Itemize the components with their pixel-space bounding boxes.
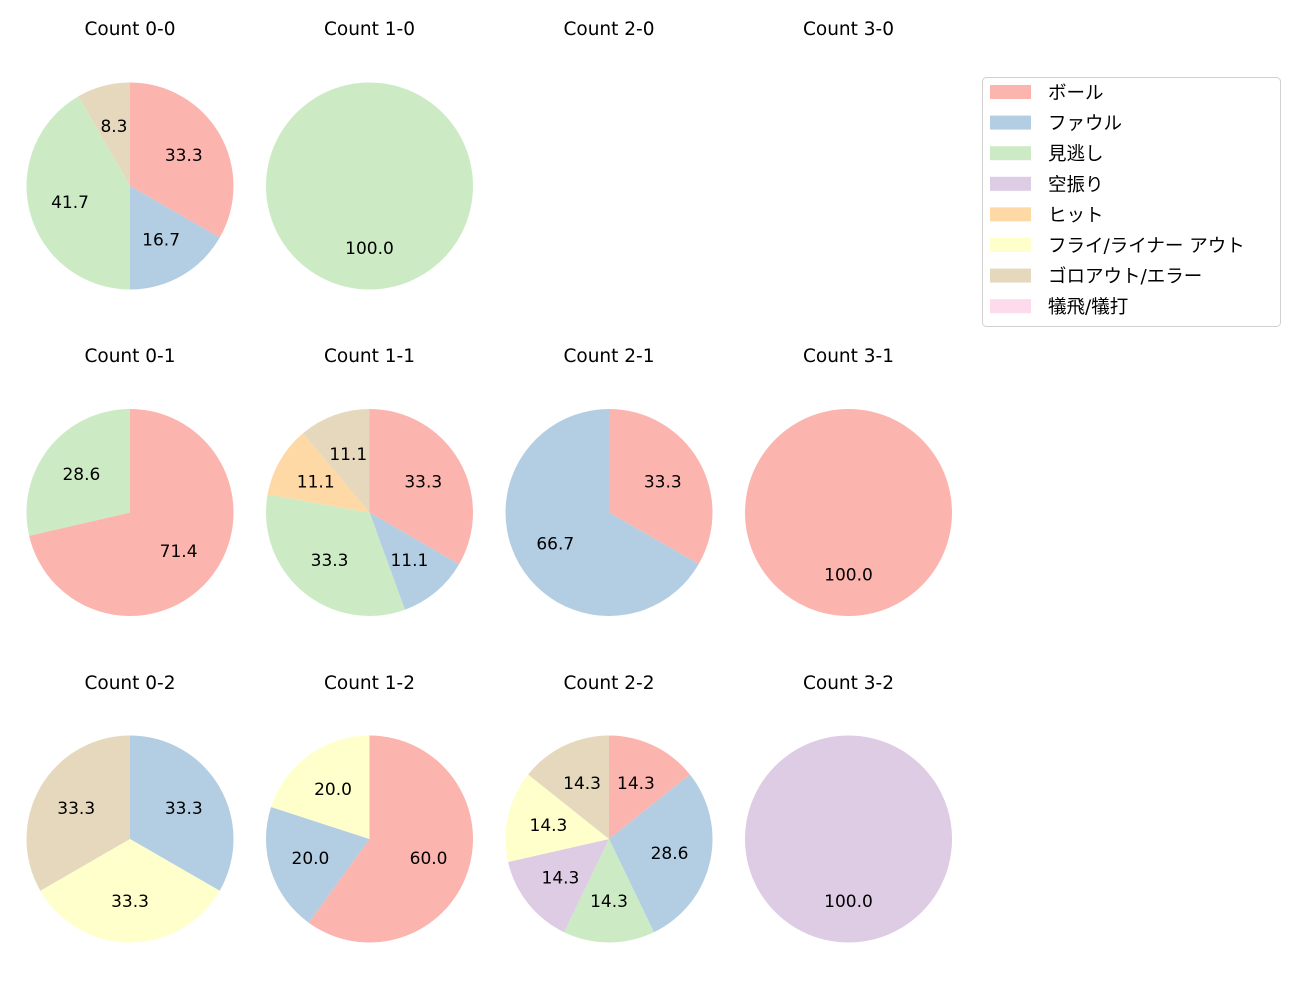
pie-slice-label: 33.3 bbox=[165, 799, 203, 819]
pie-slice bbox=[369, 512, 460, 610]
pie-slice bbox=[266, 494, 405, 616]
legend-frame bbox=[982, 77, 1281, 327]
pie-slice bbox=[745, 409, 952, 616]
legend-label: フライ/ライナー アウト bbox=[1048, 236, 1245, 257]
pie-slice bbox=[508, 839, 609, 933]
legend-label: ゴロアウト/エラー bbox=[1048, 267, 1202, 288]
legend-label: 犠飛/犠打 bbox=[1048, 297, 1128, 318]
legend-swatch bbox=[990, 268, 1031, 283]
pie-slice bbox=[302, 409, 370, 513]
pie-title: Count 0-0 bbox=[84, 19, 175, 40]
pie-slice-label: 16.7 bbox=[142, 231, 180, 251]
pie-slice-label: 71.4 bbox=[160, 542, 198, 562]
pie-count-1-0: Count 1-0 100.0 bbox=[266, 19, 473, 290]
pie-slice-label: 33.3 bbox=[57, 799, 95, 819]
pie-count-3-0: Count 3-0 bbox=[803, 19, 894, 40]
pie-slice bbox=[609, 774, 713, 933]
pie-count-2-0: Count 2-0 bbox=[563, 19, 654, 40]
pie-slice bbox=[130, 82, 234, 238]
pie-slice bbox=[29, 409, 234, 616]
pie-slice-label: 60.0 bbox=[410, 849, 448, 869]
pie-slice-label: 28.6 bbox=[651, 844, 689, 864]
pie-count-3-1: Count 3-1 100.0 bbox=[745, 346, 952, 616]
pie-slice-label: 11.1 bbox=[297, 472, 335, 492]
pie-slice bbox=[40, 839, 220, 943]
pie-slice bbox=[266, 82, 473, 290]
pie-slice bbox=[609, 735, 690, 839]
pie-slice-label: 14.3 bbox=[563, 774, 601, 794]
pie-count-0-2: Count 0-2 33.3 33.3 33.3 bbox=[26, 673, 234, 943]
pie-title: Count 2-2 bbox=[563, 673, 654, 694]
pie-slice-label: 14.3 bbox=[590, 892, 628, 912]
pie-title: Count 0-1 bbox=[84, 346, 175, 367]
pie-slice-label: 8.3 bbox=[100, 117, 127, 137]
legend-label: ヒット bbox=[1048, 205, 1104, 226]
legend-label: 見逃し bbox=[1048, 144, 1104, 165]
pie-count-1-2: Count 1-2 60.0 20.0 20.0 bbox=[265, 673, 473, 943]
legend-swatch bbox=[990, 238, 1031, 252]
legend-label: ファウル bbox=[1048, 114, 1122, 135]
pie-slice-label: 14.3 bbox=[617, 774, 655, 794]
pie-slice-label: 41.7 bbox=[51, 193, 89, 213]
pie-slice bbox=[78, 82, 130, 186]
legend-swatch bbox=[990, 299, 1031, 314]
pie-title: Count 3-0 bbox=[803, 19, 894, 40]
pie-slice bbox=[369, 409, 473, 565]
pie-slice bbox=[267, 433, 370, 513]
pie-slice bbox=[528, 735, 609, 839]
legend-label: 空振り bbox=[1048, 175, 1104, 196]
pie-count-3-2: Count 3-2 100.0 bbox=[745, 673, 952, 943]
pie-count-1-1: Count 1-1 33.3 11.1 33.3 11.1 11.1 bbox=[266, 346, 473, 616]
pie-count-0-1: Count 0-1 71.4 28.6 bbox=[26, 346, 234, 616]
pie-title: Count 0-2 bbox=[84, 673, 175, 694]
pie-slice bbox=[26, 735, 131, 891]
pie-slice-label: 33.3 bbox=[404, 472, 442, 492]
pie-slice bbox=[26, 96, 130, 290]
pie-slice-label: 14.3 bbox=[542, 869, 580, 889]
pie-slice bbox=[745, 735, 952, 943]
pie-slice bbox=[609, 409, 713, 565]
pie-slice-label: 100.0 bbox=[824, 566, 873, 586]
legend-swatch bbox=[990, 207, 1031, 222]
pie-count-2-1: Count 2-1 33.3 66.7 bbox=[505, 346, 713, 616]
pie-title: Count 2-0 bbox=[563, 19, 654, 40]
pie-slice bbox=[130, 735, 234, 891]
pie-slice bbox=[265, 807, 370, 923]
pie-slice-label: 11.1 bbox=[329, 445, 367, 465]
pie-slice-label: 33.3 bbox=[111, 892, 149, 912]
pie-slice-label: 66.7 bbox=[536, 535, 574, 555]
pie-slice bbox=[505, 409, 699, 616]
pie-title: Count 1-2 bbox=[324, 673, 415, 694]
pie-title: Count 2-1 bbox=[563, 346, 654, 367]
legend-swatch bbox=[990, 176, 1031, 191]
pie-slice bbox=[564, 839, 654, 943]
pie-title: Count 3-2 bbox=[803, 673, 894, 694]
pie-slice-label: 11.1 bbox=[390, 551, 428, 571]
pie-slice bbox=[26, 409, 131, 536]
legend-swatch bbox=[990, 85, 1031, 99]
legend-swatch bbox=[990, 115, 1031, 130]
pie-slice-label: 100.0 bbox=[824, 892, 873, 912]
pie-slice bbox=[308, 735, 473, 943]
pie-slice bbox=[505, 774, 609, 863]
pie-slice-label: 33.3 bbox=[165, 146, 203, 166]
pie-slice-label: 33.3 bbox=[644, 472, 682, 492]
pie-slice-label: 14.3 bbox=[530, 816, 568, 836]
legend-swatch bbox=[990, 146, 1031, 161]
legend-label: ボール bbox=[1048, 83, 1104, 104]
pie-count-0-0: Count 0-0 33.3 16.7 41.7 8.3 bbox=[26, 19, 234, 290]
pie-slice-label: 100.0 bbox=[345, 239, 394, 259]
pie-slice-label: 20.0 bbox=[292, 849, 330, 869]
pie-slice-label: 20.0 bbox=[314, 780, 352, 800]
pie-slice bbox=[271, 735, 370, 839]
pie-slice-label: 28.6 bbox=[62, 465, 100, 485]
pie-title: Count 1-0 bbox=[324, 19, 415, 40]
pie-title: Count 3-1 bbox=[803, 346, 894, 367]
pie-slice bbox=[130, 186, 220, 290]
pie-title: Count 1-1 bbox=[324, 346, 415, 367]
pie-count-2-2: Count 2-2 14.3 28.6 14.3 14.3 14.3 14.3 bbox=[505, 673, 713, 943]
pie-slice-label: 33.3 bbox=[311, 551, 349, 571]
